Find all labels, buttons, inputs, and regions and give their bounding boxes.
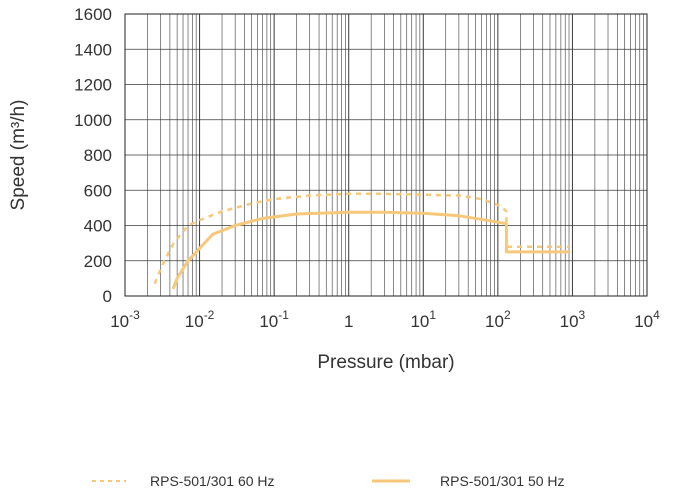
x-axis-ticks: 10-3 10-2 10-1 1 101 102 103 104 xyxy=(110,308,660,331)
x-tick-label: 10-2 xyxy=(185,308,215,331)
y-axis-ticks: 0 200 400 600 800 1000 1200 1400 1600 xyxy=(74,5,112,306)
plot-frame xyxy=(124,13,648,297)
y-tick-label: 600 xyxy=(84,181,112,200)
legend-label-50hz: RPS-501/301 50 Hz xyxy=(440,473,565,489)
data-series xyxy=(153,192,569,290)
y-tick-label: 1000 xyxy=(74,111,112,130)
y-axis-title: Speed (m³/h) xyxy=(8,100,29,211)
x-tick-label: 101 xyxy=(410,308,436,331)
legend-label-60hz: RPS-501/301 60 Hz xyxy=(150,473,275,489)
series-line-60hz xyxy=(153,192,569,285)
x-tick-label: 10-1 xyxy=(259,308,289,331)
legend: RPS-501/301 60 Hz RPS-501/301 50 Hz xyxy=(92,473,565,489)
y-tick-label: 0 xyxy=(103,287,112,306)
series-line-50hz xyxy=(171,210,569,290)
x-tick-label: 10-3 xyxy=(110,308,140,331)
y-tick-label: 1600 xyxy=(74,5,112,24)
y-tick-label: 1200 xyxy=(74,76,112,95)
x-tick-label: 104 xyxy=(634,308,660,331)
x-tick-label: 103 xyxy=(560,308,586,331)
grid xyxy=(124,13,647,297)
x-tick-label: 1 xyxy=(344,312,353,331)
x-axis-title: Pressure (mbar) xyxy=(317,352,454,373)
y-tick-label: 800 xyxy=(84,146,112,165)
y-tick-label: 1400 xyxy=(74,40,112,59)
y-tick-label: 400 xyxy=(84,217,112,236)
y-tick-label: 200 xyxy=(84,252,112,271)
x-tick-label: 102 xyxy=(485,308,511,331)
